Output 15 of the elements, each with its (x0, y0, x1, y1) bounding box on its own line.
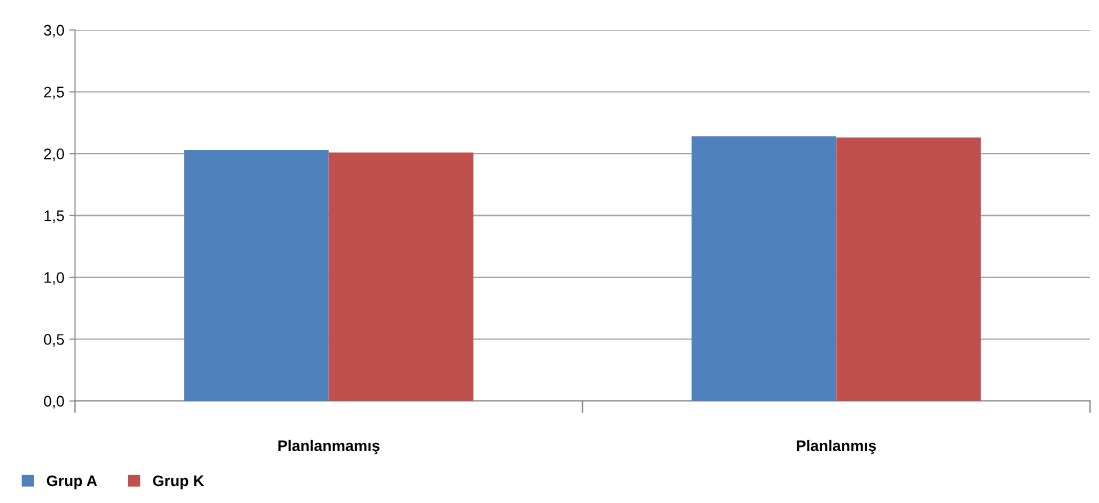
y-tick-label: 0,0 (43, 395, 64, 409)
bar (328, 152, 474, 401)
x-tick-label: Planlanmış (796, 439, 876, 455)
y-tick-label: 0,5 (43, 334, 64, 347)
bar (836, 137, 981, 401)
bar (691, 136, 837, 401)
y-tick-label: 2,0 (44, 148, 64, 162)
y-tick-label: 3,0 (43, 24, 64, 38)
bar (184, 149, 329, 401)
y-tick-label: 1,5 (44, 210, 64, 223)
y-tick-label: 2,5 (44, 86, 64, 100)
legend-label: Grup A (46, 475, 97, 490)
legend-label: Grup K (153, 475, 205, 490)
y-tick-label: 1,0 (44, 272, 64, 285)
x-tick-label: Planlanmamış (278, 439, 380, 455)
